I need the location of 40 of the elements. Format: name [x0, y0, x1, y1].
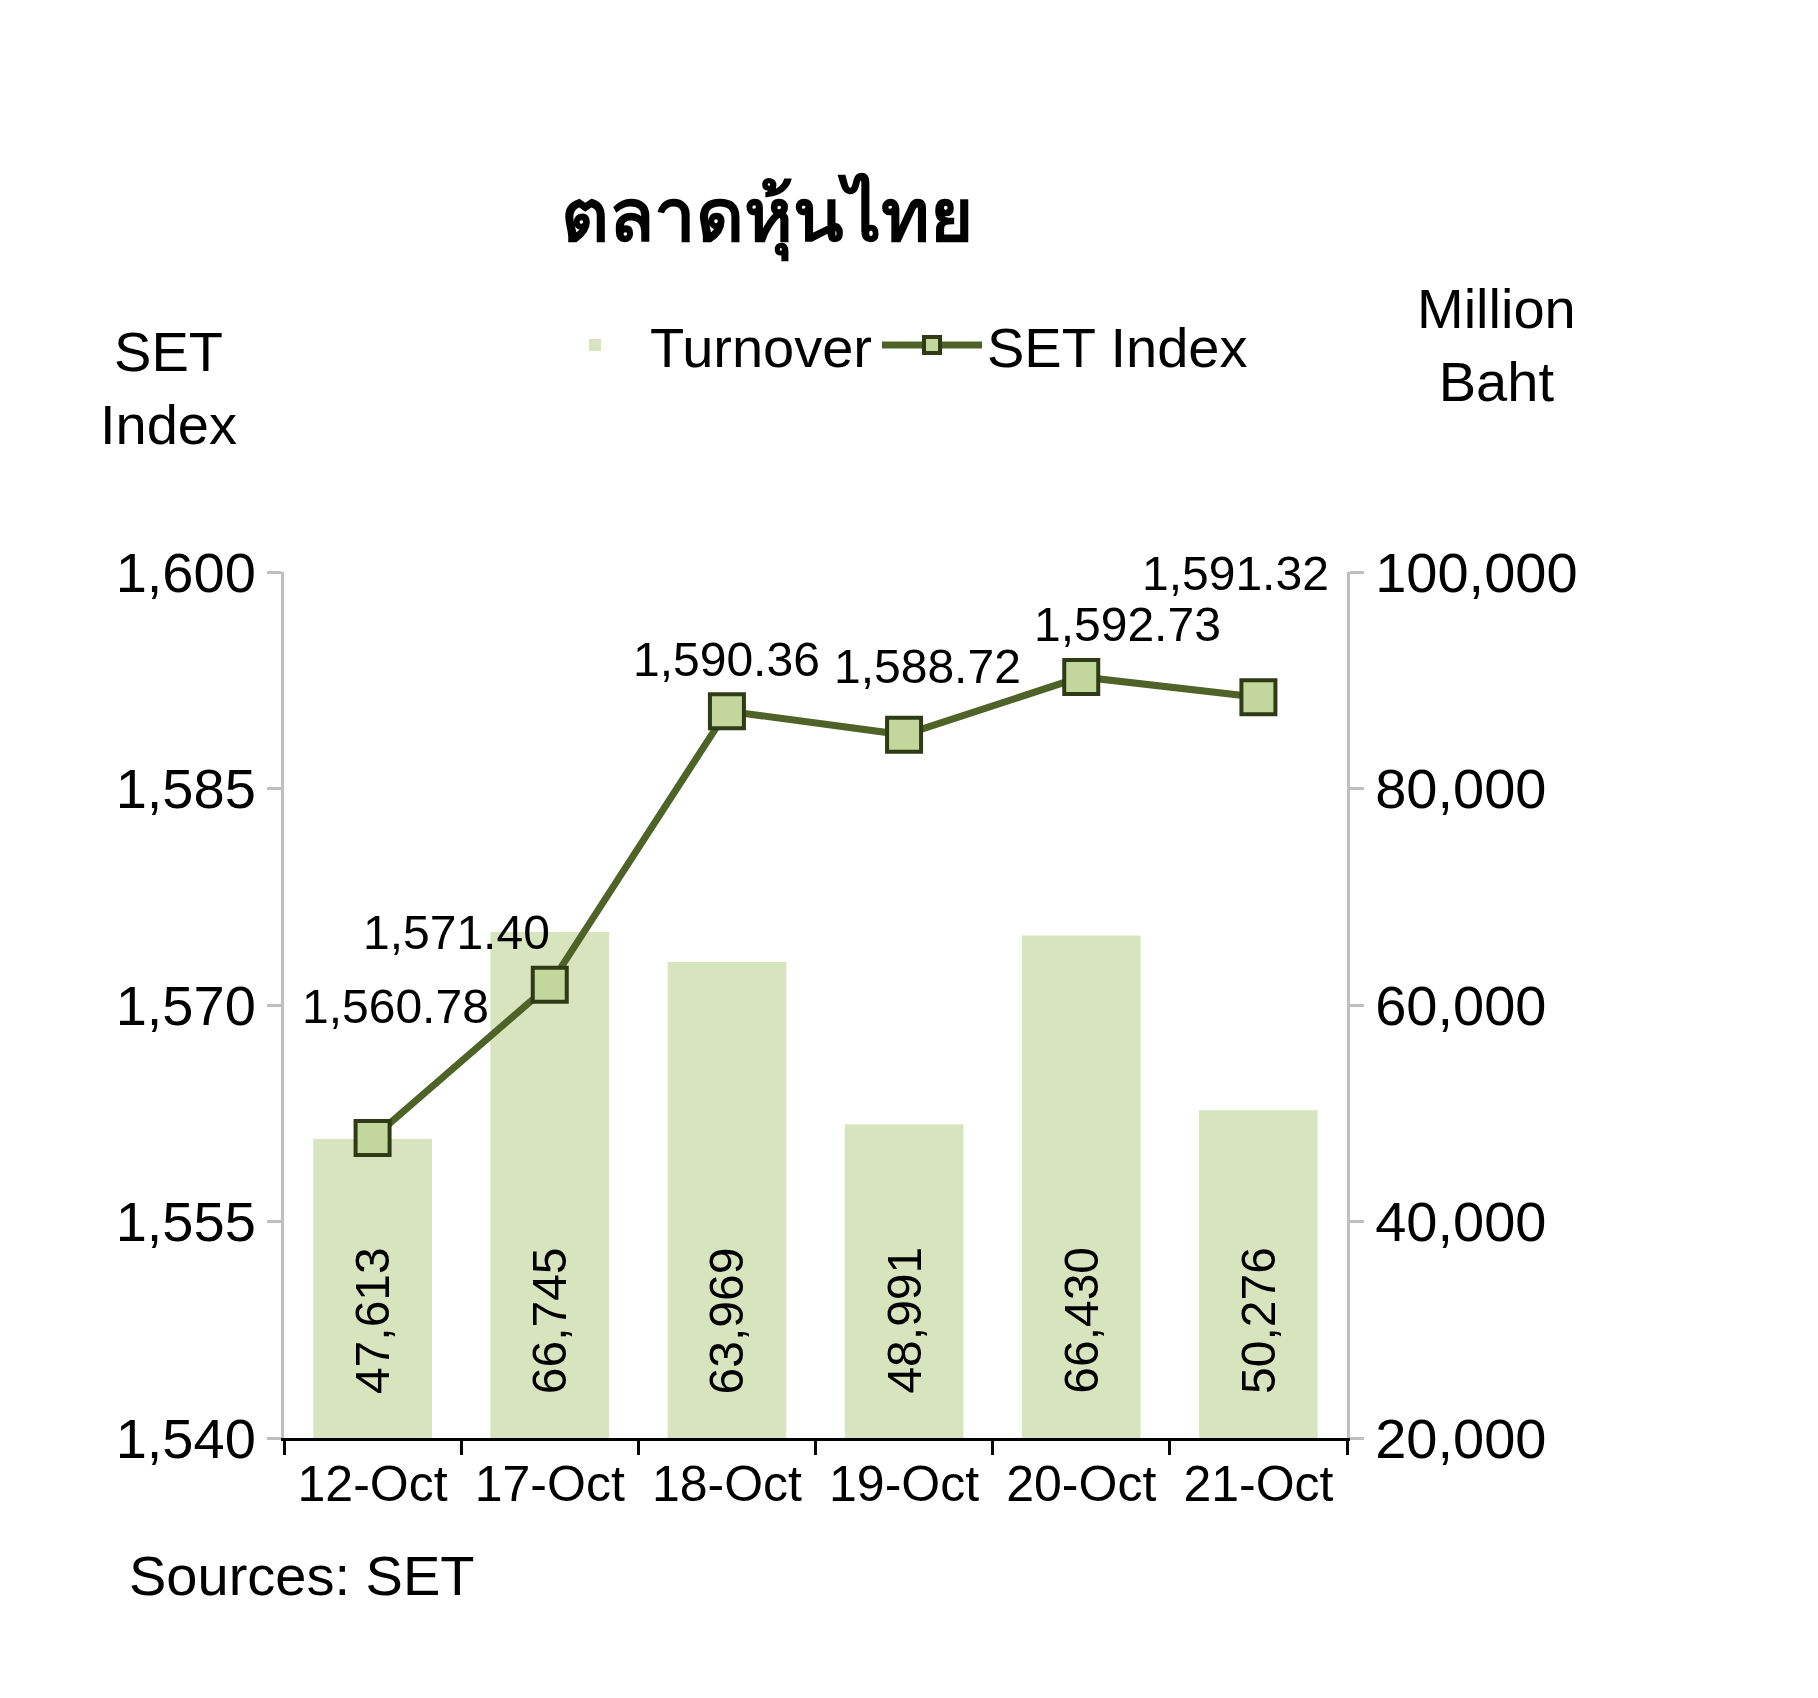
data-label: 48,991 — [877, 1246, 931, 1394]
data-label: 1,560.78 — [302, 980, 489, 1033]
point — [353, 1119, 392, 1158]
point — [885, 715, 924, 754]
y2-tick-label: 40,000 — [1375, 1190, 1547, 1254]
data-label: 1,590.36 — [633, 633, 820, 686]
x-tick-label: 12-Oct — [297, 1456, 448, 1512]
data-label: 63,969 — [700, 1247, 754, 1395]
chart-title: ตลาดหุ้นไทย — [561, 171, 973, 262]
y2-tick-label: 60,000 — [1375, 973, 1547, 1037]
point — [530, 965, 569, 1004]
point — [1239, 678, 1278, 717]
y-tick-label: 1,600 — [115, 540, 256, 604]
y-tick-label: 1,555 — [115, 1190, 256, 1254]
x-tick-label: 20-Oct — [1006, 1456, 1157, 1512]
y-tick-label: 1,585 — [115, 757, 256, 821]
data-label: 1,591.32 — [1142, 547, 1329, 600]
y2-tick-label: 100,000 — [1375, 540, 1578, 604]
x-tick-label: 18-Oct — [651, 1456, 803, 1512]
legend-label: SET Index — [987, 315, 1248, 379]
data-label: 47,613 — [346, 1247, 400, 1395]
data-label: 1,588.72 — [834, 640, 1021, 693]
data-label: 66,430 — [1054, 1246, 1108, 1394]
y-axis-title: SET Index — [100, 320, 237, 456]
point — [1062, 657, 1101, 696]
source-note: Sources: SET — [129, 1544, 475, 1607]
legend-label: Turnover — [650, 315, 873, 379]
x-tick-label: 19-Oct — [829, 1456, 980, 1512]
data-label: 66,745 — [523, 1247, 577, 1395]
y2-tick-label: 80,000 — [1375, 757, 1547, 821]
data-label: 50,276 — [1231, 1247, 1285, 1394]
data-label: 1,571.40 — [363, 906, 550, 959]
x-tick-label: 21-Oct — [1183, 1456, 1334, 1512]
y-tick-label: 1,570 — [115, 973, 256, 1037]
point — [707, 692, 746, 731]
x-tick-label: 17-Oct — [474, 1456, 625, 1512]
data-label: 1,592.73 — [1034, 598, 1221, 651]
y2-axis-title: Million Baht — [1417, 277, 1576, 413]
y2-tick-label: 20,000 — [1375, 1406, 1547, 1470]
y-tick-label: 1,540 — [115, 1406, 256, 1470]
